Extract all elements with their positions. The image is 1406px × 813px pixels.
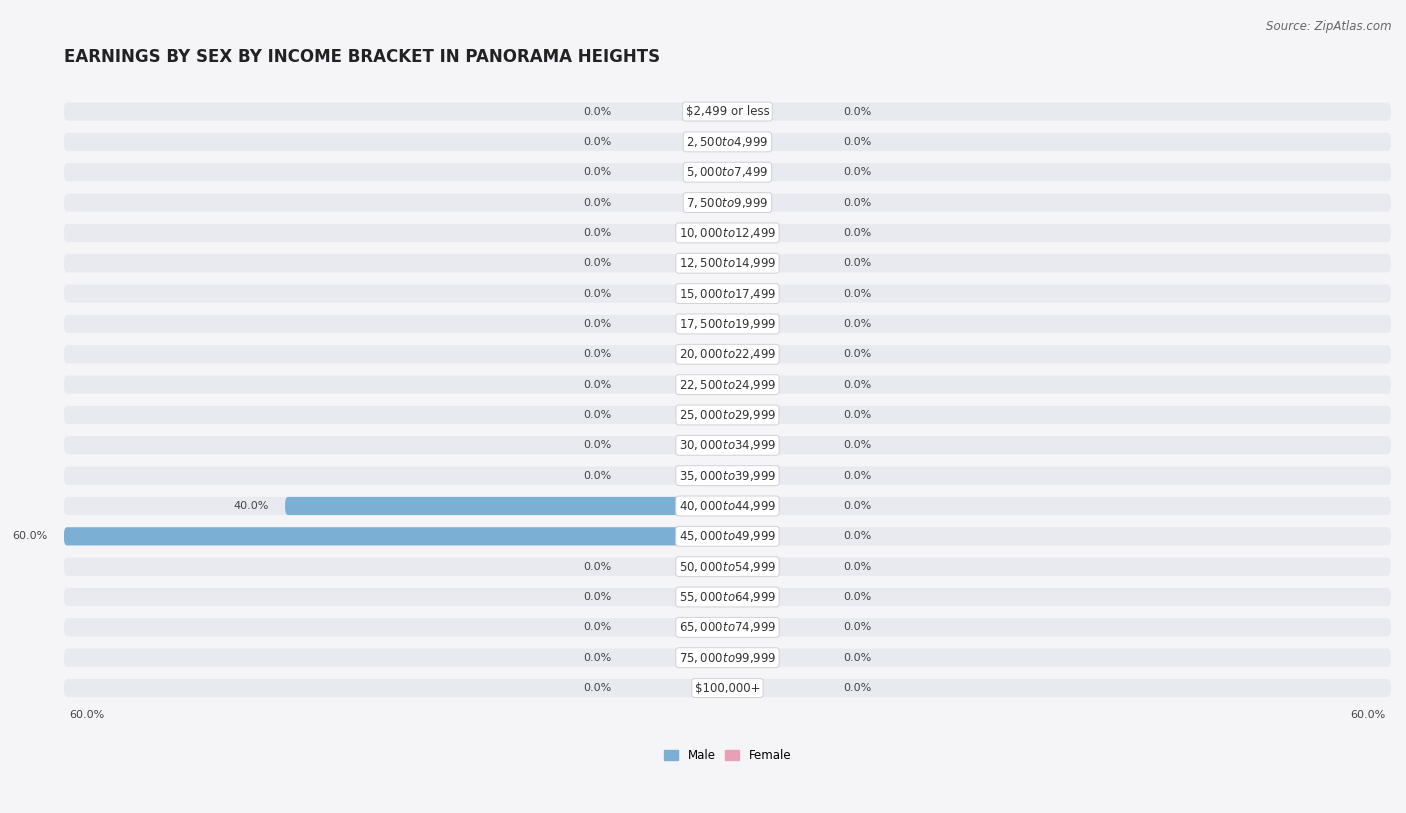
Text: 0.0%: 0.0% [844, 380, 872, 389]
Text: $7,500 to $9,999: $7,500 to $9,999 [686, 196, 769, 210]
Text: $25,000 to $29,999: $25,000 to $29,999 [679, 408, 776, 422]
Text: 60.0%: 60.0% [13, 532, 48, 541]
FancyBboxPatch shape [63, 224, 1391, 242]
FancyBboxPatch shape [63, 649, 1391, 667]
Text: 0.0%: 0.0% [583, 319, 612, 329]
Text: $17,500 to $19,999: $17,500 to $19,999 [679, 317, 776, 331]
Text: EARNINGS BY SEX BY INCOME BRACKET IN PANORAMA HEIGHTS: EARNINGS BY SEX BY INCOME BRACKET IN PAN… [63, 47, 659, 66]
FancyBboxPatch shape [63, 254, 1391, 272]
Text: 0.0%: 0.0% [844, 471, 872, 480]
Text: 0.0%: 0.0% [844, 410, 872, 420]
FancyBboxPatch shape [63, 497, 1391, 515]
FancyBboxPatch shape [63, 315, 1391, 333]
Text: 0.0%: 0.0% [844, 350, 872, 359]
FancyBboxPatch shape [63, 527, 727, 546]
Text: 0.0%: 0.0% [583, 653, 612, 663]
Text: 0.0%: 0.0% [583, 198, 612, 207]
Text: 0.0%: 0.0% [583, 410, 612, 420]
Text: 0.0%: 0.0% [844, 441, 872, 450]
Text: 0.0%: 0.0% [583, 137, 612, 147]
Text: 0.0%: 0.0% [844, 622, 872, 633]
FancyBboxPatch shape [63, 193, 1391, 211]
FancyBboxPatch shape [63, 406, 1391, 424]
Text: 0.0%: 0.0% [844, 319, 872, 329]
FancyBboxPatch shape [63, 376, 1391, 393]
Text: 40.0%: 40.0% [233, 501, 269, 511]
Text: 0.0%: 0.0% [583, 441, 612, 450]
FancyBboxPatch shape [63, 558, 1391, 576]
FancyBboxPatch shape [63, 346, 1391, 363]
Text: $12,500 to $14,999: $12,500 to $14,999 [679, 256, 776, 270]
Text: 0.0%: 0.0% [844, 653, 872, 663]
Text: 0.0%: 0.0% [583, 592, 612, 602]
Text: 0.0%: 0.0% [583, 380, 612, 389]
FancyBboxPatch shape [285, 497, 727, 515]
FancyBboxPatch shape [63, 163, 1391, 181]
Text: 0.0%: 0.0% [844, 289, 872, 298]
Text: 60.0%: 60.0% [1350, 711, 1385, 720]
Text: $30,000 to $34,999: $30,000 to $34,999 [679, 438, 776, 452]
Text: 0.0%: 0.0% [844, 259, 872, 268]
FancyBboxPatch shape [63, 527, 1391, 546]
FancyBboxPatch shape [63, 467, 1391, 485]
Text: 0.0%: 0.0% [844, 562, 872, 572]
FancyBboxPatch shape [63, 102, 1391, 120]
Text: 0.0%: 0.0% [583, 562, 612, 572]
FancyBboxPatch shape [63, 588, 1391, 606]
Text: $15,000 to $17,499: $15,000 to $17,499 [679, 287, 776, 301]
Text: 0.0%: 0.0% [583, 107, 612, 116]
Text: $45,000 to $49,999: $45,000 to $49,999 [679, 529, 776, 543]
Text: 0.0%: 0.0% [844, 228, 872, 238]
Text: 0.0%: 0.0% [844, 137, 872, 147]
Text: 0.0%: 0.0% [583, 167, 612, 177]
Text: 0.0%: 0.0% [844, 592, 872, 602]
Text: 0.0%: 0.0% [583, 289, 612, 298]
Text: 0.0%: 0.0% [583, 259, 612, 268]
Text: $2,499 or less: $2,499 or less [686, 105, 769, 118]
Text: 0.0%: 0.0% [844, 501, 872, 511]
FancyBboxPatch shape [63, 285, 1391, 302]
Text: $5,000 to $7,499: $5,000 to $7,499 [686, 165, 769, 179]
Text: 0.0%: 0.0% [844, 198, 872, 207]
Text: 0.0%: 0.0% [844, 167, 872, 177]
Text: 0.0%: 0.0% [583, 683, 612, 693]
Text: $35,000 to $39,999: $35,000 to $39,999 [679, 468, 776, 483]
Text: $75,000 to $99,999: $75,000 to $99,999 [679, 650, 776, 665]
Text: 0.0%: 0.0% [583, 471, 612, 480]
Text: $40,000 to $44,999: $40,000 to $44,999 [679, 499, 776, 513]
Text: $2,500 to $4,999: $2,500 to $4,999 [686, 135, 769, 149]
FancyBboxPatch shape [63, 618, 1391, 637]
Text: $20,000 to $22,499: $20,000 to $22,499 [679, 347, 776, 361]
FancyBboxPatch shape [63, 679, 1391, 697]
FancyBboxPatch shape [63, 437, 1391, 454]
Text: 0.0%: 0.0% [844, 107, 872, 116]
Text: $10,000 to $12,499: $10,000 to $12,499 [679, 226, 776, 240]
Text: $65,000 to $74,999: $65,000 to $74,999 [679, 620, 776, 634]
Text: $100,000+: $100,000+ [695, 681, 761, 694]
FancyBboxPatch shape [63, 133, 1391, 151]
Text: 0.0%: 0.0% [583, 228, 612, 238]
Text: 0.0%: 0.0% [844, 532, 872, 541]
Text: Source: ZipAtlas.com: Source: ZipAtlas.com [1267, 20, 1392, 33]
Text: 0.0%: 0.0% [583, 350, 612, 359]
Text: 0.0%: 0.0% [583, 622, 612, 633]
Text: $55,000 to $64,999: $55,000 to $64,999 [679, 590, 776, 604]
Legend: Male, Female: Male, Female [659, 745, 796, 767]
Text: 0.0%: 0.0% [844, 683, 872, 693]
Text: $22,500 to $24,999: $22,500 to $24,999 [679, 377, 776, 392]
Text: $50,000 to $54,999: $50,000 to $54,999 [679, 559, 776, 574]
Text: 60.0%: 60.0% [69, 711, 104, 720]
